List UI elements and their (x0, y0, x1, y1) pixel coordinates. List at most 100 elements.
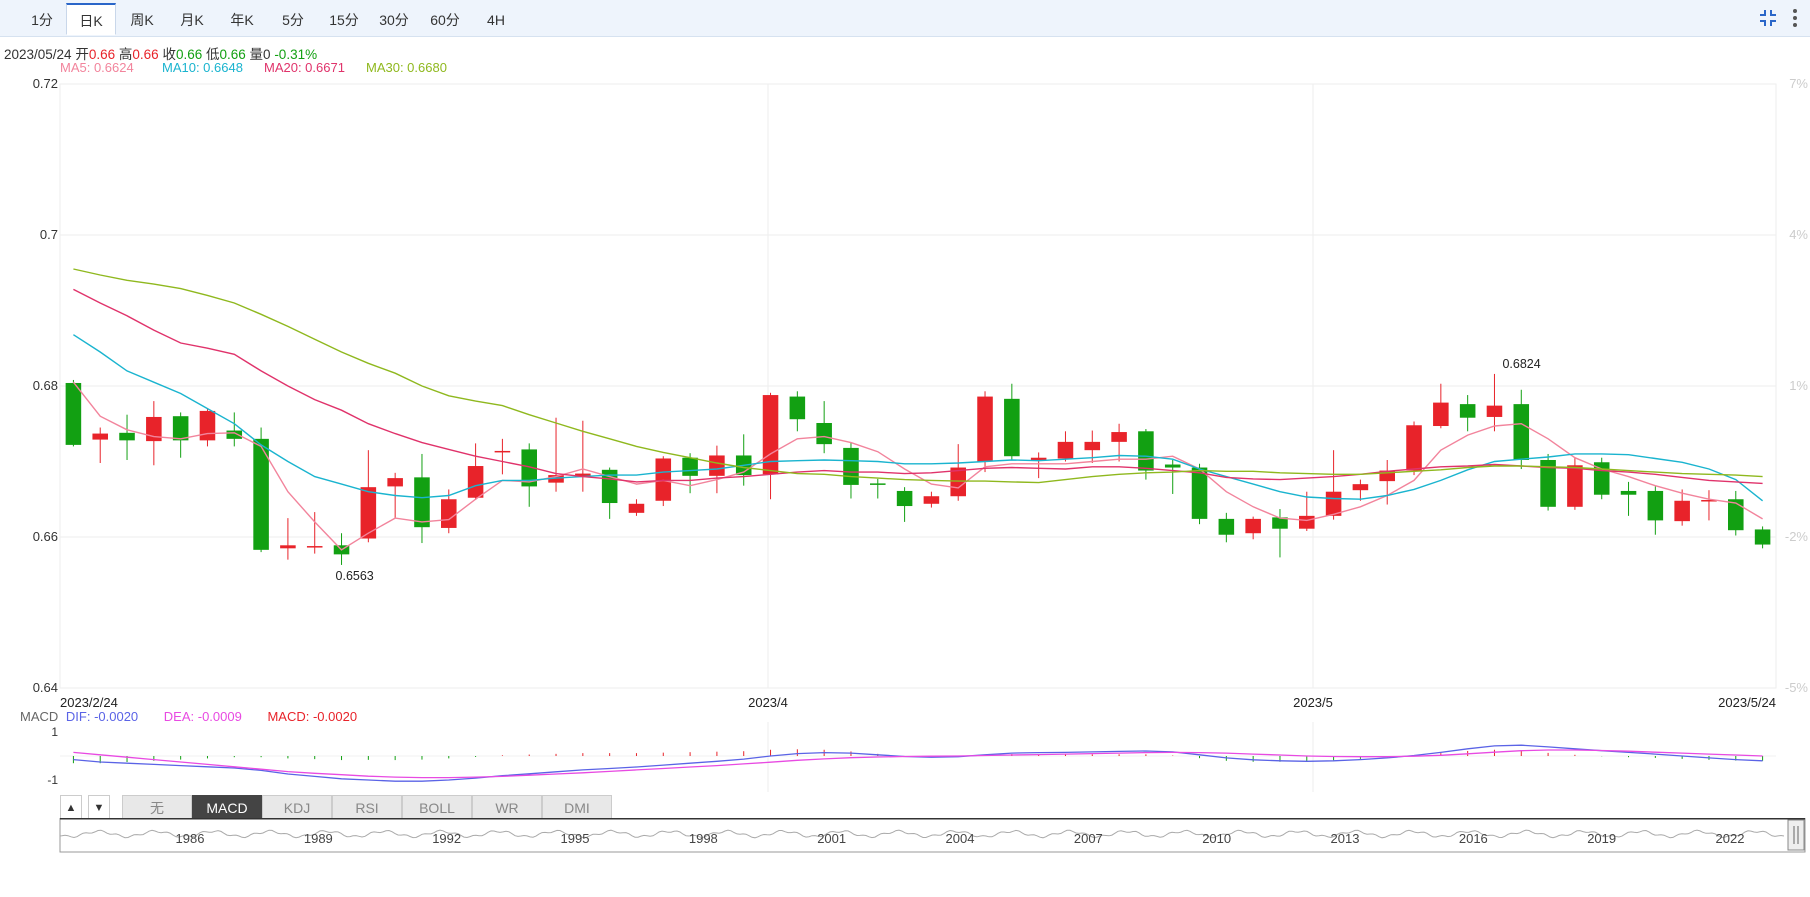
indicator-tab-none[interactable]: 无 (122, 795, 192, 819)
date-tick-label: 2023/5/24 (1718, 695, 1776, 710)
candle-body (1728, 499, 1744, 531)
candle-body (1540, 459, 1556, 507)
indicator-tab-boll[interactable]: BOLL (402, 795, 472, 819)
candle-body (548, 475, 564, 483)
candle-body (1191, 467, 1208, 519)
candle-body (628, 503, 645, 513)
candle-body (1754, 529, 1771, 545)
candle-body (1138, 431, 1154, 471)
candle-body (280, 545, 296, 549)
low-value: 0.66 (219, 47, 246, 62)
date-tick-label: 2023/2/24 (60, 695, 118, 710)
candle-body (414, 477, 430, 528)
scroll-up-button[interactable]: ▲ (60, 795, 82, 819)
candle-body (896, 490, 913, 507)
navigator-year-label: 1986 (176, 831, 205, 846)
low-label: 低 (205, 47, 220, 62)
navigator-year-label: 2007 (1074, 831, 1103, 846)
candle-body (762, 395, 779, 475)
candle-body (226, 430, 243, 439)
candle-body (467, 466, 484, 498)
navigator-year-label: 2019 (1587, 831, 1616, 846)
indicator-tab-rsi[interactable]: RSI (332, 795, 402, 819)
candle-body (1620, 490, 1637, 495)
candle-body (1701, 500, 1717, 502)
candlestick-chart[interactable]: 0.720.70.680.660.64 7%4%1%-2%-5% 0.68240… (0, 75, 1810, 720)
ma20-legend: MA20: 0.6671 (264, 60, 345, 75)
volume-label: 量 (249, 47, 264, 62)
percent-tick-label: -5% (1785, 680, 1809, 695)
tab-5min[interactable]: 5分 (282, 12, 304, 28)
candle-body (253, 438, 269, 550)
candle-body (494, 450, 511, 453)
max-price-label: 0.6824 (1502, 357, 1540, 371)
tab-60min[interactable]: 60分 (430, 12, 460, 28)
indicator-tab-dmi[interactable]: DMI (542, 795, 612, 819)
percent-tick-label: 1% (1789, 378, 1808, 393)
price-grid (59, 83, 1777, 689)
candle-body (1433, 402, 1449, 427)
ma30-line (73, 268, 1763, 484)
candle-body (843, 447, 859, 485)
candle-body (1674, 500, 1690, 522)
ma20-line (73, 288, 1763, 485)
tab-yearly-k[interactable]: 年K (230, 12, 254, 28)
price-tick-label: 0.68 (33, 378, 58, 393)
navigator-year-labels: 1986 1989 1992 1995 1998 2001 2004 2007 2010 2013… (176, 831, 1745, 846)
close-label: 收 (162, 47, 176, 62)
dea-line (73, 749, 1763, 779)
candle-body (1406, 425, 1422, 471)
candle-body (1164, 464, 1181, 468)
min-price-label: 0.6563 (336, 569, 374, 583)
macd-legend: MACD DIF: -0.0020 DEA: -0.0009 MACD: -0.… (20, 709, 357, 724)
dif-legend: DIF: -0.0020 (65, 709, 139, 724)
candle-body (1030, 457, 1047, 460)
candle-body (521, 449, 537, 487)
macd-name: MACD (20, 709, 59, 724)
scroll-down-button[interactable]: ▼ (88, 795, 110, 819)
candle-body (816, 422, 832, 445)
range-navigator[interactable]: 1986 1989 1992 1995 1998 2001 2004 2007 2010 2013… (0, 818, 1810, 854)
tab-4h[interactable]: 4H (487, 12, 505, 28)
dif-line (73, 744, 1763, 782)
candle-body (1647, 490, 1664, 521)
tab-weekly-k[interactable]: 周K (130, 12, 154, 28)
high-label: 高 (118, 47, 133, 62)
open-value: 0.66 (88, 47, 116, 62)
volume-value: 0 (263, 47, 271, 62)
close-value: 0.66 (175, 47, 203, 62)
candle-body (655, 458, 672, 501)
navigator-year-label: 2004 (946, 831, 975, 846)
navigator-year-label: 2013 (1331, 831, 1360, 846)
macd-chart[interactable]: 1 -1 (0, 722, 1810, 792)
ma5-legend: MA5: 0.6624 (60, 60, 134, 75)
indicator-tab-macd[interactable]: MACD (192, 795, 262, 819)
navigator-year-label: 1989 (304, 831, 333, 846)
dea-legend: DEA: -0.0009 (163, 709, 242, 724)
date-tick-label: 2023/5 (1293, 695, 1333, 710)
indicator-tab-wr[interactable]: WR (472, 795, 542, 819)
tab-monthly-k[interactable]: 月K (180, 12, 204, 28)
indicator-tab-kdj[interactable]: KDJ (262, 795, 332, 819)
macd-tick-label: 1 (51, 725, 58, 739)
navigator-year-label: 1995 (561, 831, 590, 846)
tab-1min[interactable]: 1分 (31, 12, 53, 28)
candle-body (1084, 441, 1101, 451)
price-tick-label: 0.64 (33, 680, 58, 695)
navigator-range-handle[interactable] (1787, 819, 1805, 851)
candle-body (1245, 518, 1261, 534)
tab-30min[interactable]: 30分 (379, 12, 409, 28)
candle-body (1057, 441, 1074, 459)
collapse-icon[interactable] (1758, 8, 1778, 28)
quote-date: 2023/05/24 (4, 47, 72, 62)
tab-15min[interactable]: 15分 (329, 12, 359, 28)
candle-body (977, 396, 993, 462)
candle-body (1352, 484, 1369, 491)
candle-body (923, 496, 940, 504)
more-vertical-icon[interactable] (1790, 6, 1800, 30)
candle-body (119, 432, 135, 441)
percent-axis: 7% 4% 1% -2% -5% (1785, 76, 1809, 695)
tab-daily-k[interactable]: 日K (66, 3, 116, 35)
candle-body (441, 499, 457, 528)
date-axis: 2023/2/24 2023/4 2023/5 2023/5/24 (60, 695, 1776, 710)
